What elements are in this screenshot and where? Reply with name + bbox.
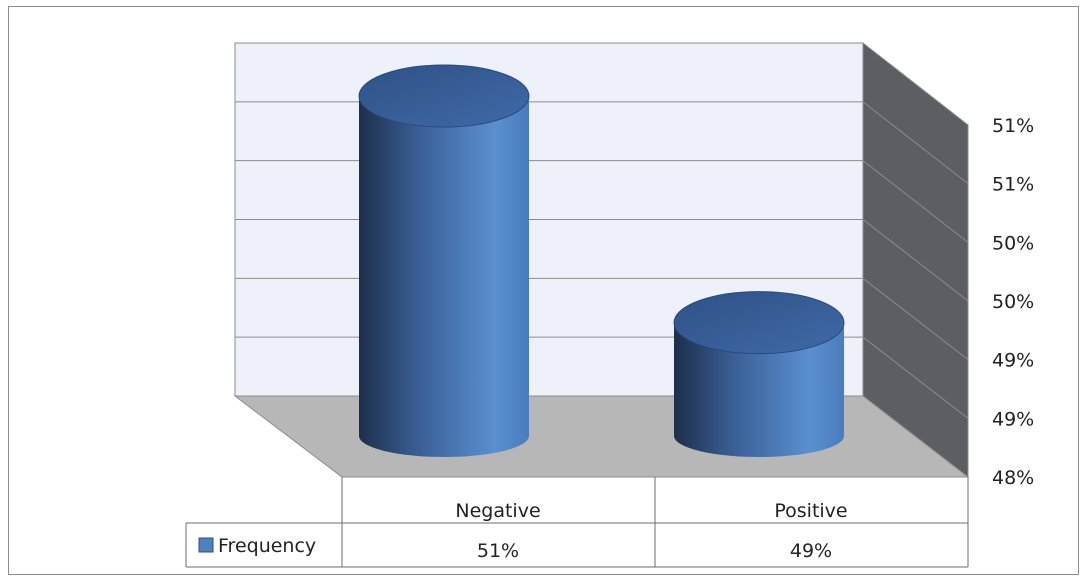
y-tick-label: 50% [992,291,1034,313]
gridline-side [862,219,969,302]
gridlines [235,101,969,419]
gridline-side [862,101,969,185]
floor [233,395,970,478]
y-tick-label: 49% [992,350,1034,372]
cylinder-top [358,64,530,128]
gridline-side [862,160,969,243]
cylinder-bars [358,64,845,457]
y-tick-label: 49% [992,408,1034,430]
category-label-negative: Negative [455,500,540,522]
data-table: Negative Positive Frequency 51% 49% [185,477,969,568]
category-label-positive: Positive [774,500,847,522]
cylinder-bar-positive [673,291,845,457]
y-tick-label: 51% [992,115,1034,137]
legend-series-name: Frequency [218,535,316,557]
y-tick-label: 51% [992,174,1034,196]
gridline-side [862,336,969,419]
y-tick-label: 50% [992,232,1034,254]
cylinder-bar-negative [358,64,530,457]
y-axis-tick-labels: 48% 49% 49% 50% 50% 51% 51% [992,115,1034,489]
cylinder-top [673,291,845,355]
cylinder-body [674,322,844,457]
cylinder-body [359,96,529,457]
y-tick-label: 48% [992,467,1034,489]
value-label-negative: 51% [477,540,519,562]
gridline-side [862,277,969,361]
value-label-positive: 49% [790,540,832,562]
legend-swatch [198,537,214,553]
